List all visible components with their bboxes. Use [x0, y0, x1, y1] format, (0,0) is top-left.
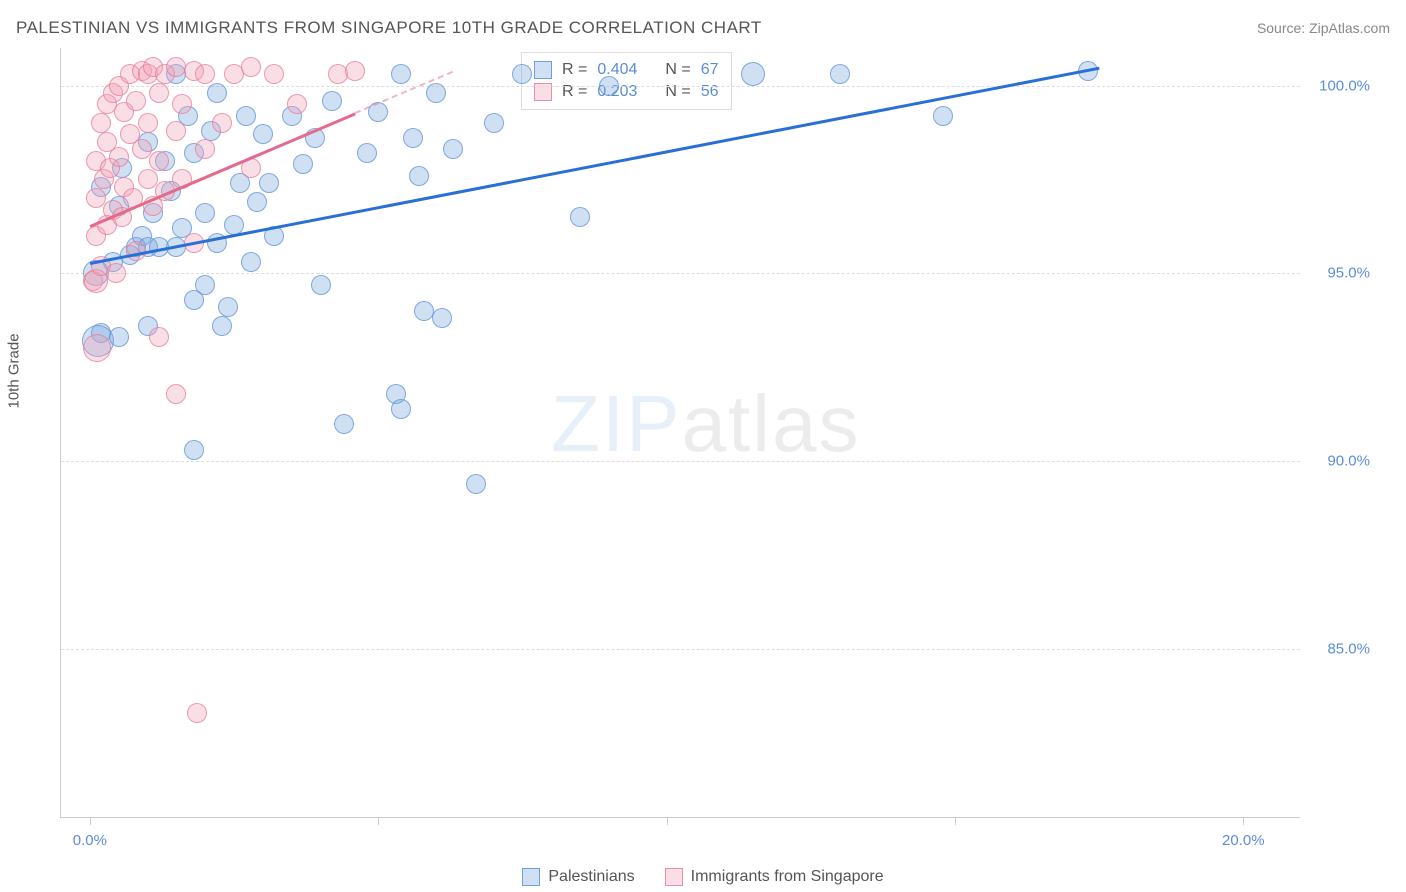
scatter-point: [241, 57, 261, 77]
x-tick: [378, 817, 379, 825]
scatter-point: [172, 94, 192, 114]
scatter-point: [426, 83, 446, 103]
y-tick-label: 100.0%: [1319, 77, 1370, 94]
scatter-point: [207, 83, 227, 103]
scatter-point: [830, 64, 850, 84]
scatter-point: [247, 192, 267, 212]
scatter-point: [259, 173, 279, 193]
scatter-point: [443, 139, 463, 159]
swatch-pink-icon: [665, 868, 683, 886]
x-tick: [1243, 817, 1244, 825]
scatter-point: [166, 384, 186, 404]
scatter-point: [391, 399, 411, 419]
scatter-point: [322, 91, 342, 111]
scatter-point: [264, 64, 284, 84]
scatter-point: [195, 203, 215, 223]
scatter-point: [311, 275, 331, 295]
legend-item-palestinians: Palestinians: [522, 868, 634, 886]
scatter-point: [212, 316, 232, 336]
swatch-blue-icon: [522, 868, 540, 886]
scatter-point: [484, 113, 504, 133]
scatter-point: [149, 327, 169, 347]
legend-stats-row-blue: R = 0.404 N = 67: [534, 59, 719, 81]
scatter-point: [345, 61, 365, 81]
chart-title: PALESTINIAN VS IMMIGRANTS FROM SINGAPORE…: [16, 18, 762, 38]
x-tick: [955, 817, 956, 825]
scatter-point: [224, 215, 244, 235]
watermark-atlas: atlas: [681, 379, 860, 468]
grid-line: [61, 86, 1300, 87]
scatter-point: [334, 414, 354, 434]
scatter-point: [253, 124, 273, 144]
legend-bottom: Palestinians Immigrants from Singapore: [0, 868, 1406, 886]
scatter-point: [166, 121, 186, 141]
legend-item-singapore: Immigrants from Singapore: [665, 868, 884, 886]
watermark-zip: ZIP: [551, 379, 681, 468]
plot-area: ZIPatlas R = 0.404 N = 67 R = 0.203 N = …: [60, 48, 1300, 818]
scatter-point: [570, 207, 590, 227]
scatter-point: [241, 252, 261, 272]
scatter-point: [195, 64, 215, 84]
scatter-point: [599, 76, 619, 96]
y-tick-label: 90.0%: [1327, 453, 1370, 470]
scatter-point: [187, 703, 207, 723]
scatter-point: [109, 327, 129, 347]
legend-stats-row-pink: R = 0.203 N = 56: [534, 81, 719, 103]
scatter-point: [83, 334, 111, 362]
scatter-point: [184, 440, 204, 460]
chart-source: Source: ZipAtlas.com: [1257, 20, 1390, 36]
legend-label-singapore: Immigrants from Singapore: [691, 868, 884, 886]
watermark: ZIPatlas: [551, 378, 860, 470]
scatter-point: [195, 275, 215, 295]
scatter-point: [512, 64, 532, 84]
grid-line: [61, 649, 1300, 650]
scatter-point: [741, 62, 765, 86]
scatter-point: [218, 297, 238, 317]
n-label: N =: [665, 61, 690, 79]
scatter-point: [138, 113, 158, 133]
r-label: R =: [562, 61, 587, 79]
scatter-point: [126, 91, 146, 111]
y-tick-label: 85.0%: [1327, 640, 1370, 657]
scatter-point: [109, 147, 129, 167]
grid-line: [61, 273, 1300, 274]
scatter-point: [106, 263, 126, 283]
scatter-point: [403, 128, 423, 148]
scatter-point: [149, 83, 169, 103]
scatter-point: [933, 106, 953, 126]
scatter-point: [91, 113, 111, 133]
scatter-point: [149, 151, 169, 171]
scatter-point: [212, 113, 232, 133]
chart-header: PALESTINIAN VS IMMIGRANTS FROM SINGAPORE…: [16, 18, 1390, 38]
scatter-point: [287, 94, 307, 114]
scatter-point: [195, 139, 215, 159]
y-tick-label: 95.0%: [1327, 265, 1370, 282]
scatter-point: [236, 106, 256, 126]
scatter-point: [409, 166, 429, 186]
scatter-point: [293, 154, 313, 174]
swatch-blue-icon: [534, 61, 552, 79]
x-tick-label: 20.0%: [1222, 832, 1265, 849]
x-tick: [90, 817, 91, 825]
legend-stats: R = 0.404 N = 67 R = 0.203 N = 56: [521, 52, 732, 110]
legend-label-palestinians: Palestinians: [548, 868, 634, 886]
x-tick: [667, 817, 668, 825]
scatter-point: [432, 308, 452, 328]
scatter-point: [466, 474, 486, 494]
x-tick-label: 0.0%: [73, 832, 107, 849]
scatter-point: [357, 143, 377, 163]
grid-line: [61, 461, 1300, 462]
scatter-point: [391, 64, 411, 84]
y-axis-label: 10th Grade: [6, 333, 23, 408]
n-value-blue: 67: [701, 61, 719, 79]
